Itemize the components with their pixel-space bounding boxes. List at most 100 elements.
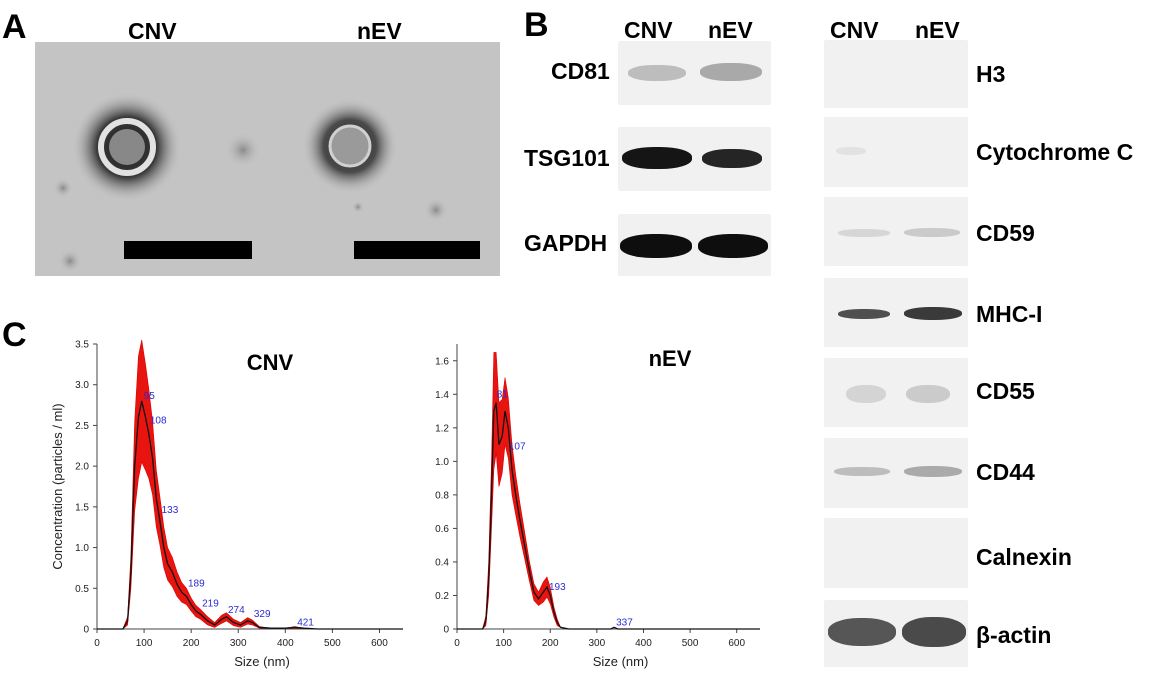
y-tick-label: 0 <box>83 625 89 636</box>
y-tick-label: 0.8 <box>435 490 449 501</box>
peak-label: 133 <box>162 505 179 516</box>
blot-large-header-cnv: CNV <box>830 17 879 43</box>
x-axis-label: Size (nm) <box>234 654 290 669</box>
peak-label: 329 <box>254 609 271 620</box>
y-tick-label: 1.0 <box>75 543 89 554</box>
mean-line <box>97 400 403 630</box>
x-tick-label: 500 <box>682 638 699 649</box>
blot-label-beta-actin: β-actin <box>976 622 1052 648</box>
blot-strip-beta-actin <box>824 600 968 667</box>
y-tick-label: 0.4 <box>435 557 449 568</box>
panel-label-c: C <box>2 316 27 354</box>
peak-label: 95 <box>144 391 156 402</box>
blot-strip-gapdh <box>618 214 771 276</box>
band-mhc-i-cnv <box>838 309 890 319</box>
band-cd81-nev <box>700 63 762 81</box>
tem-micrograph-nev <box>302 98 448 222</box>
x-axis-label: Size (nm) <box>593 654 649 669</box>
x-tick-label: 200 <box>183 638 200 649</box>
blot-strip-cd81 <box>618 41 771 105</box>
blot-strip-cd55 <box>824 358 968 427</box>
nta-charts: 0 100 200 300 400 500 600 0 0.5 1.0 1.5 2.0 2.5 3.0 3.… <box>50 339 760 669</box>
blot-label-gapdh: GAPDH <box>524 230 608 256</box>
blot-large-header-nev: nEV <box>915 17 960 43</box>
blot-strip-cd44 <box>824 438 968 508</box>
x-tick-label: 300 <box>230 638 247 649</box>
band-beta-actin-cnv <box>828 618 896 646</box>
band-cd44-nev <box>904 466 962 477</box>
peak-label: 107 <box>509 441 526 452</box>
x-tick-label: 300 <box>589 638 606 649</box>
blot-label-mhc-i: MHC-I <box>976 301 1043 327</box>
y-tick-label: 3.0 <box>75 380 89 391</box>
peak-label: 337 <box>616 617 633 628</box>
x-tick-label: 200 <box>542 638 559 649</box>
peak-label: 219 <box>202 599 219 610</box>
tem-title-cnv: CNV <box>128 18 177 44</box>
blot-label-cd59: CD59 <box>976 220 1035 246</box>
blot-strip-h3 <box>824 40 968 108</box>
chart-title: CNV <box>247 350 294 375</box>
y-tick-label: 1.0 <box>435 457 449 468</box>
blot-small-header-cnv: CNV <box>624 17 673 43</box>
band-cd59-cnv <box>838 229 890 237</box>
band-gapdh-cnv <box>620 234 692 258</box>
band-cytochrome-c-cnv <box>836 147 866 155</box>
band-cd59-nev <box>904 228 960 237</box>
y-tick-label: 0 <box>443 625 449 636</box>
x-tick-label: 600 <box>371 638 388 649</box>
blot-label-tsg101: TSG101 <box>524 145 610 171</box>
y-tick-label: 0.5 <box>75 584 89 595</box>
nta-chart-cnv: 0 100 200 300 400 500 600 0 0.5 1.0 1.5 2.0 2.5 3.0 3.… <box>50 339 403 669</box>
y-axis-label: Concentration (particles / ml) <box>50 403 65 569</box>
band-mhc-i-nev <box>904 307 962 320</box>
nta-chart-nev: 0 100 200 300 400 500 600 0 0.2 0.4 0.6 0.8 1.0 1.2 1.… <box>435 344 760 669</box>
y-tick-label: 0.2 <box>435 591 449 602</box>
peak-label: 81 <box>497 389 509 400</box>
band-cd44-cnv <box>834 467 890 476</box>
y-tick-label: 2.0 <box>75 462 89 473</box>
tem-image-nev <box>268 42 500 276</box>
blot-small-header-nev: nEV <box>708 17 753 43</box>
y-tick-label: 3.5 <box>75 340 89 351</box>
peak-label: 193 <box>549 582 566 593</box>
band-cd55-cnv <box>846 385 886 403</box>
peak-label: 274 <box>228 605 245 616</box>
panel-label-b: B <box>524 6 549 44</box>
blot-strip-cd59 <box>824 197 968 266</box>
x-tick-label: 400 <box>277 638 294 649</box>
error-band <box>97 339 403 630</box>
band-tsg101-nev <box>702 149 762 168</box>
blot-label-cd81: CD81 <box>551 58 610 84</box>
peak-label: 108 <box>150 415 167 426</box>
panel-label-a: A <box>2 8 27 46</box>
tem-micrograph-cnv <box>53 92 261 273</box>
x-tick-label: 100 <box>136 638 153 649</box>
tem-scale-bar-cnv <box>124 241 252 259</box>
peak-label: 189 <box>188 578 205 589</box>
blot-label-cd44: CD44 <box>976 459 1035 485</box>
blot-strip-cytochrome-c <box>824 117 968 187</box>
blot-strip-calnexin <box>824 518 968 588</box>
blot-label-cd55: CD55 <box>976 378 1035 404</box>
mean-line <box>457 402 760 630</box>
band-gapdh-nev <box>698 234 768 258</box>
band-tsg101-cnv <box>622 147 692 169</box>
x-tick-label: 600 <box>728 638 745 649</box>
y-tick-label: 2.5 <box>75 421 89 432</box>
x-tick-label: 100 <box>495 638 512 649</box>
blot-label-calnexin: Calnexin <box>976 544 1072 570</box>
band-cd81-cnv <box>628 65 686 81</box>
x-tick-label: 0 <box>94 638 100 649</box>
band-cd55-nev <box>906 385 950 403</box>
tem-image-cnv <box>35 42 268 276</box>
chart-title: nEV <box>649 346 692 371</box>
band-beta-actin-nev <box>902 617 966 647</box>
x-tick-label: 400 <box>635 638 652 649</box>
blot-strip-mhc-i <box>824 278 968 347</box>
blot-strip-tsg101 <box>618 127 771 191</box>
x-tick-label: 0 <box>454 638 460 649</box>
blot-label-cytochrome-c: Cytochrome C <box>976 139 1134 165</box>
blot-label-h3: H3 <box>976 61 1006 87</box>
tem-title-nev: nEV <box>357 18 402 44</box>
